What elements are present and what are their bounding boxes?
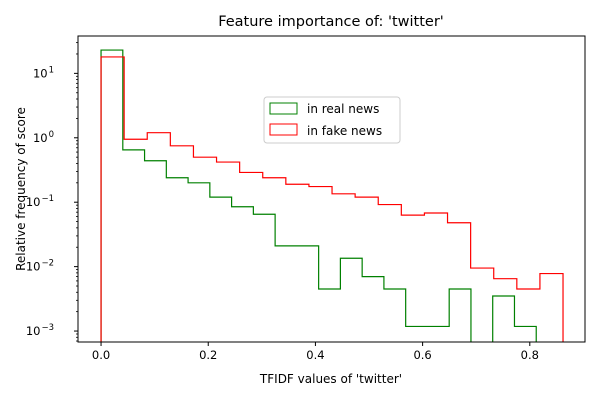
x-tick-label: 0.8 (521, 348, 539, 362)
plot-frame (77, 35, 586, 343)
legend-box (263, 96, 401, 144)
histogram-series-real-news (100, 49, 537, 342)
y-tick-exponent: 1 (49, 65, 54, 75)
y-tick-exponent: −3 (41, 323, 54, 333)
y-tick-exponent: −2 (41, 259, 54, 269)
y-tick-exponent: 0 (49, 130, 54, 140)
y-tick-label: 100 (33, 130, 54, 145)
y-tick-label: 10−3 (26, 323, 54, 338)
series-layer (100, 49, 564, 342)
x-tick-label: 0.0 (92, 348, 110, 362)
x-tick-label: 0.2 (199, 348, 217, 362)
legend: in real news in fake news (263, 96, 401, 144)
legend-label-real: in real news (307, 102, 379, 116)
chart-title: Feature importance of: 'twitter' (218, 14, 444, 30)
y-axis-label: Relative frequency of score (14, 107, 28, 271)
y-tick-label: 10−2 (26, 259, 54, 274)
y-tick-label: 101 (33, 65, 54, 80)
x-tick-label: 0.6 (413, 348, 431, 362)
y-tick-label: 10−1 (26, 194, 54, 209)
x-tick-label: 0.4 (306, 348, 324, 362)
y-tick-exponent: −1 (41, 194, 54, 204)
x-axis-label: TFIDF values of 'twitter' (259, 372, 402, 386)
legend-label-fake: in fake news (307, 124, 382, 138)
histogram-series-fake-news (100, 56, 564, 342)
legend-swatch-real (269, 102, 298, 115)
legend-swatch-fake (269, 123, 298, 136)
x-axis: 0.0 0.2 0.4 0.6 0.8 (92, 342, 539, 362)
